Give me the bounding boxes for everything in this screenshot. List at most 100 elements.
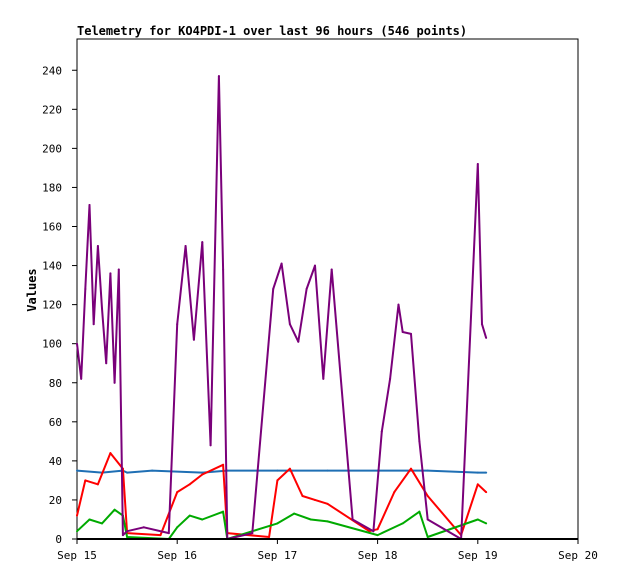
chart-title: Telemetry for KO4PDI-1 over last 96 hour… (77, 24, 467, 38)
series-3-point (330, 268, 333, 271)
series-3-point (322, 377, 325, 380)
series-3-point (96, 245, 99, 248)
series-0-point (326, 469, 329, 472)
series-2-point (476, 518, 479, 521)
series-3-point (297, 340, 300, 343)
series-0-point (485, 471, 488, 474)
series-3-point (88, 204, 91, 207)
series-2-point (426, 536, 429, 539)
series-3-point (117, 268, 120, 271)
series-2-point (176, 526, 179, 529)
series-3-point (401, 330, 404, 333)
series-1-point (476, 483, 479, 486)
series-3-point (280, 262, 283, 265)
series-2-point (222, 510, 225, 513)
series-1-point (109, 452, 112, 455)
series-3-point (480, 323, 483, 326)
series-1-point (301, 495, 304, 498)
y-tick-label: 100 (42, 338, 62, 351)
series-0-point (476, 471, 479, 474)
y-tick-label: 80 (49, 377, 62, 390)
y-tick-label: 60 (49, 416, 62, 429)
series-2-point (88, 518, 91, 521)
series-3-point (109, 272, 112, 275)
y-tick-label: 240 (42, 64, 62, 77)
series-0-point (276, 469, 279, 472)
x-tick-label: Sep 17 (258, 549, 298, 562)
series-2-point (293, 512, 296, 515)
series-1-point (288, 467, 291, 470)
series-0-point (151, 469, 154, 472)
series-0-point (76, 469, 78, 472)
series-2-point (113, 508, 116, 511)
series-2-point (126, 536, 129, 539)
series-0-point (201, 471, 204, 474)
series-3-point (192, 338, 195, 341)
y-tick-label: 0 (55, 533, 62, 546)
series-1-point (76, 514, 78, 517)
series-3-point (485, 336, 488, 339)
y-tick-label: 160 (42, 221, 62, 234)
x-axis: Sep 15 Sep 16 Sep 17 Sep 18 Sep 19 Sep 20 (57, 539, 598, 562)
series-1-point (276, 479, 279, 482)
series-3-point (389, 377, 392, 380)
series-3-point (142, 526, 145, 529)
series-3-point (92, 323, 95, 326)
y-tick-label: 120 (42, 299, 62, 312)
series-3-point (209, 444, 212, 447)
series-3-point (351, 518, 354, 521)
series-2-point (401, 522, 404, 525)
series-3-point (176, 323, 179, 326)
series-3-point (126, 530, 129, 533)
series-2-point (101, 522, 104, 525)
series-2-point (376, 534, 379, 537)
series-1-point (201, 473, 204, 476)
y-tick-label: 180 (42, 181, 62, 194)
x-tick-label: Sep 19 (458, 549, 498, 562)
series-1-point (426, 495, 429, 498)
series-0-point (426, 469, 429, 472)
series-1-point (222, 463, 225, 466)
series-3-point (105, 362, 108, 365)
series-1-point (96, 483, 99, 486)
series-3-point (251, 532, 254, 535)
series-3-point (201, 241, 204, 244)
series-0-point (126, 471, 129, 474)
y-axis: 0 20 40 60 80 100 120 140 160 180 200 220 240 (42, 64, 77, 546)
series-3-point (313, 264, 316, 267)
series-3-point (380, 430, 383, 433)
series-1-point (376, 528, 379, 531)
series-3-point (410, 332, 412, 335)
series-3-point (76, 342, 78, 345)
series-2-point (276, 522, 279, 525)
series-3-point (222, 268, 225, 271)
series-3-point (372, 530, 375, 533)
series-line-3 (76, 75, 488, 540)
y-tick-label: 140 (42, 260, 62, 273)
series-1-point (485, 491, 488, 494)
series-1-point (313, 498, 316, 501)
series-3-point (476, 163, 479, 165)
series-2-point (76, 530, 78, 533)
series-3-point (397, 303, 400, 306)
series-1-point (393, 491, 396, 494)
plot-area-frame (76, 38, 579, 540)
y-tick-label: 20 (49, 494, 62, 507)
series-line-2 (76, 508, 487, 540)
series-1-point (159, 534, 162, 537)
series-3-point (121, 534, 124, 537)
series-2-point (485, 522, 488, 525)
series-3-point (113, 381, 116, 384)
series-2-point (418, 510, 421, 513)
series-3-point (418, 440, 421, 443)
series-3-point (272, 288, 275, 290)
series-1-point (188, 483, 191, 486)
series-3-point (217, 75, 220, 78)
series-2-point (309, 518, 312, 521)
series-1-point (410, 467, 412, 470)
series-3-point (288, 323, 291, 326)
x-tick-label: Sep 18 (358, 549, 398, 562)
series-3-point (426, 518, 429, 521)
